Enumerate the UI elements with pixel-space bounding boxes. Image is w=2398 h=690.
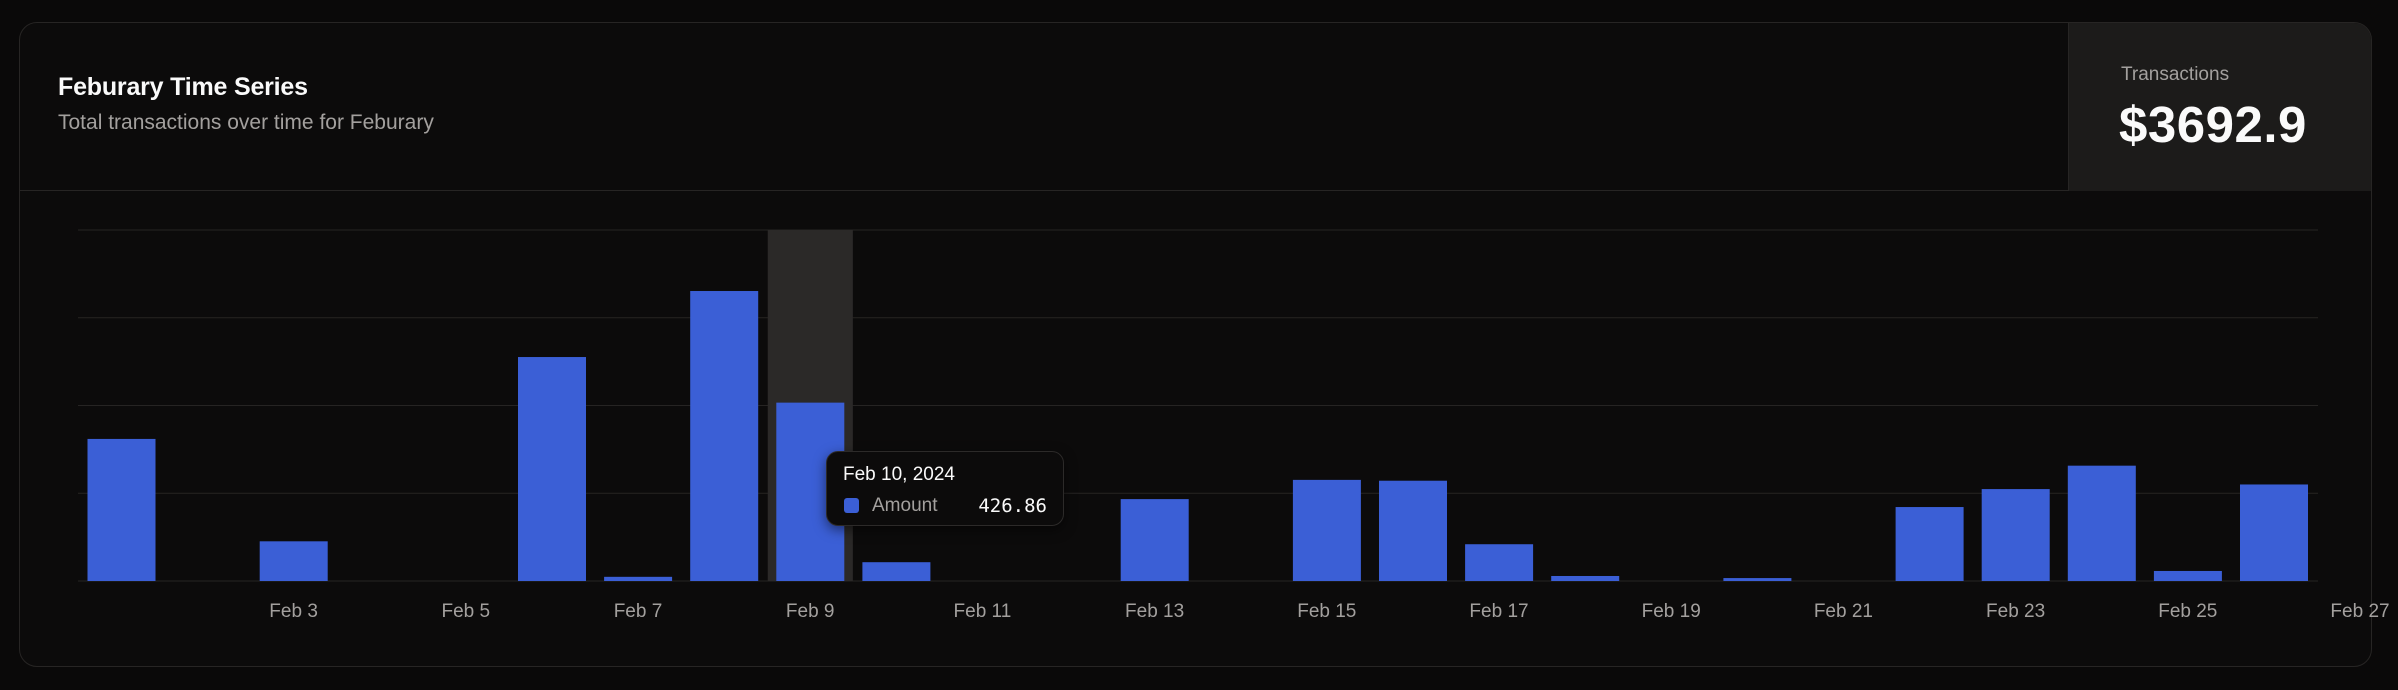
x-tick-label: Feb 21 bbox=[1814, 601, 1873, 622]
x-tick-label: Feb 27 bbox=[2330, 601, 2389, 622]
bar-feb-18[interactable] bbox=[1465, 544, 1534, 581]
tooltip-series-label: Amount bbox=[872, 495, 938, 516]
x-tick-label: Feb 19 bbox=[1642, 601, 1701, 622]
bar-feb-24[interactable] bbox=[1981, 489, 2050, 581]
x-tick-label: Feb 7 bbox=[614, 601, 663, 622]
chart-tooltip: Feb 10, 2024 Amount 426.86 bbox=[826, 451, 1064, 526]
tooltip-value: 426.86 bbox=[978, 495, 1047, 517]
chart-grid bbox=[78, 229, 2318, 582]
x-tick-label: Feb 17 bbox=[1469, 601, 1528, 622]
card-subtitle: Total transactions over time for Feburar… bbox=[58, 111, 434, 134]
chart-bars bbox=[87, 291, 2308, 581]
transactions-stat[interactable]: Transactions $3692.9 bbox=[2068, 23, 2371, 191]
tooltip-date: Feb 10, 2024 bbox=[843, 464, 955, 485]
stat-value: $3692.9 bbox=[2119, 96, 2307, 153]
bar-feb-2[interactable] bbox=[87, 438, 156, 581]
bar-feb-19[interactable] bbox=[1551, 575, 1620, 581]
chart-card: Feburary Time Series Total transactions … bbox=[19, 22, 2372, 667]
card-header: Feburary Time Series Total transactions … bbox=[20, 23, 2371, 191]
bar-feb-14[interactable] bbox=[1120, 499, 1189, 581]
bar-feb-4[interactable] bbox=[259, 541, 328, 581]
x-tick-label: Feb 13 bbox=[1125, 601, 1184, 622]
x-tick-label: Feb 15 bbox=[1297, 601, 1356, 622]
x-tick-label: Feb 11 bbox=[954, 601, 1012, 622]
bar-feb-11[interactable] bbox=[862, 562, 931, 581]
bar-feb-25[interactable] bbox=[2067, 465, 2136, 581]
x-tick-label: Feb 25 bbox=[2158, 601, 2217, 622]
tooltip-swatch bbox=[844, 498, 859, 513]
x-tick-label: Feb 5 bbox=[442, 601, 491, 622]
stat-label: Transactions bbox=[2121, 64, 2230, 85]
bar-feb-9[interactable] bbox=[690, 291, 759, 581]
card-title: Feburary Time Series bbox=[58, 73, 308, 101]
bar-feb-23[interactable] bbox=[1895, 507, 1964, 581]
bar-feb-26[interactable] bbox=[2153, 570, 2222, 581]
x-axis-ticks: Feb 3 Feb 5 Feb 7 Feb 9 Feb 11 Feb 13 Feb 15 Fe… bbox=[269, 601, 2389, 622]
x-tick-label: Feb 9 bbox=[786, 601, 835, 622]
bar-feb-27[interactable] bbox=[2240, 484, 2308, 581]
x-tick-label: Feb 3 bbox=[269, 601, 318, 622]
bar-feb-17[interactable] bbox=[1379, 480, 1447, 581]
bar-feb-16[interactable] bbox=[1292, 479, 1361, 581]
bar-feb-7[interactable] bbox=[518, 357, 586, 581]
x-tick-label: Feb 23 bbox=[1986, 601, 2045, 622]
bar-feb-8[interactable] bbox=[604, 576, 673, 581]
bar-feb-21[interactable] bbox=[1723, 578, 1792, 581]
